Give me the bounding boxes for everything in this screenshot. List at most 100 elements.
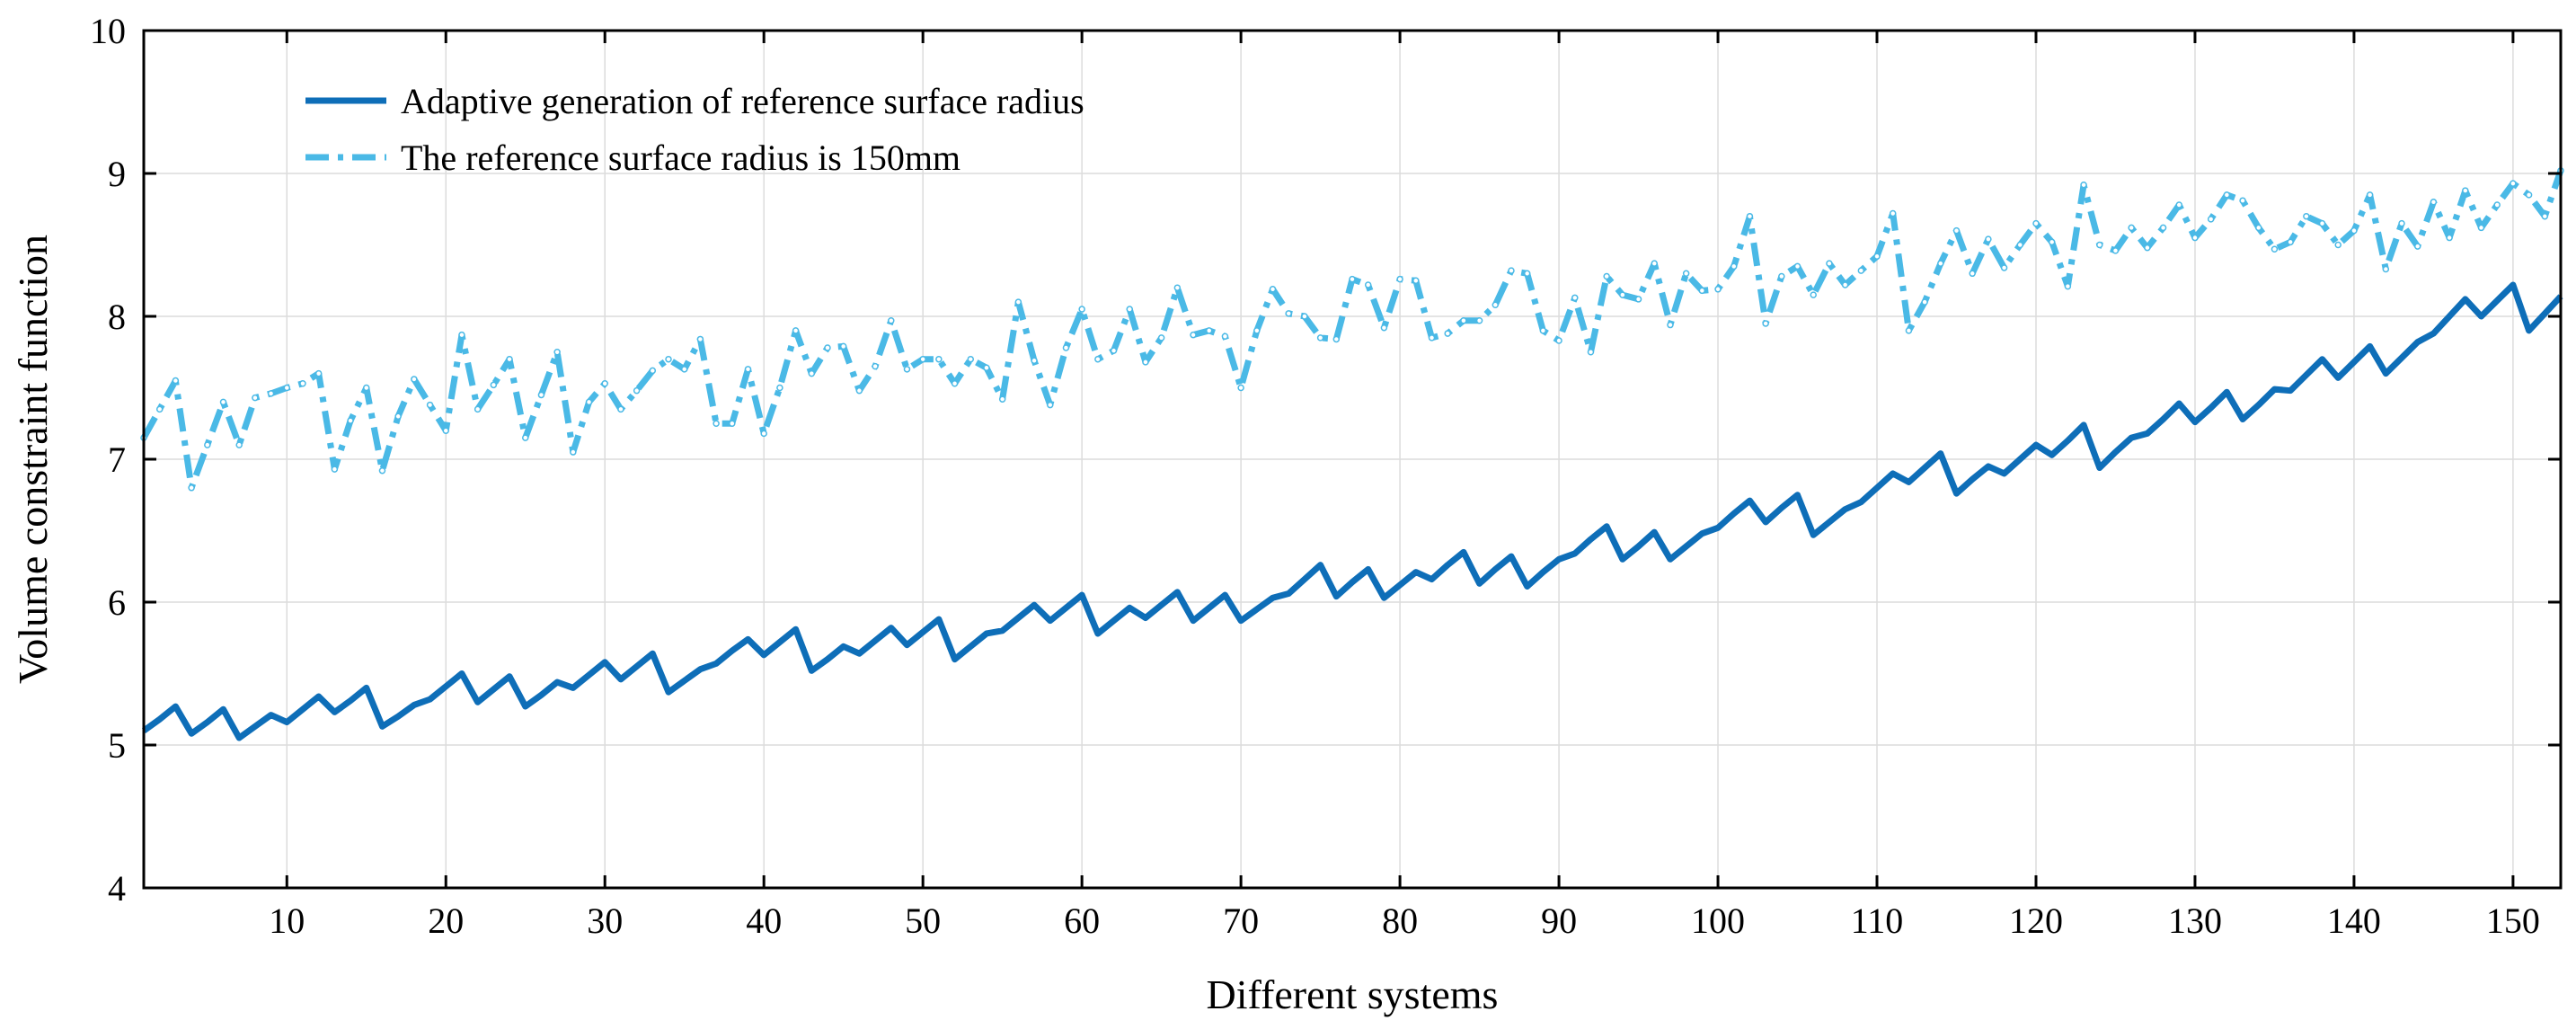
series-2-point (2191, 234, 2199, 242)
ticks (144, 29, 2561, 890)
series-2-point (1921, 298, 1928, 306)
series-2-point (553, 349, 561, 356)
series-2-point (1682, 270, 1690, 278)
series-2-point (649, 367, 657, 375)
series-2-point (2318, 219, 2326, 227)
series-2-point (1523, 270, 1531, 278)
series-2-point (204, 441, 211, 448)
series-2-point (2239, 197, 2246, 204)
series-2-point (935, 355, 943, 363)
series-2-point (172, 377, 180, 385)
tick-labels: 10 20 30 40 50 60 70 80 90 100 110 120 130 140 150 4 5 6 7… (90, 11, 2540, 941)
series-2-point (570, 448, 577, 456)
series-2-point (2446, 234, 2453, 242)
series-2-point (1014, 298, 1022, 306)
series-2-point (490, 381, 498, 389)
series-2-point (680, 366, 688, 373)
series-2-point (1253, 327, 1261, 334)
series-2-point (1603, 272, 1610, 280)
series-2-point (2525, 191, 2533, 199)
series-2-point (458, 331, 465, 339)
x-tick-label: 100 (1691, 900, 1745, 941)
series-2-point (155, 405, 164, 413)
legend-label-2: The reference surface radius is 150mm (401, 137, 960, 178)
series-2-point (1969, 270, 1976, 278)
series-2-point (2223, 191, 2231, 199)
series-2-point (411, 376, 418, 383)
series-2-point (1714, 286, 1722, 293)
x-tick-label: 80 (1382, 900, 1418, 941)
series-2-point (888, 317, 895, 324)
series-2-point (1460, 317, 1467, 324)
series-2-point (696, 335, 704, 343)
series-2-point (442, 427, 449, 434)
series-2-point (1667, 321, 1674, 329)
series-2-point (1985, 235, 1992, 243)
series-2-point (2048, 238, 2056, 246)
x-tick-label: 120 (2009, 900, 2063, 941)
series-2-point (506, 355, 513, 363)
series-2-point (713, 420, 720, 427)
x-tick-label: 40 (746, 900, 782, 941)
series-2-point (2111, 247, 2120, 254)
series-2-point (347, 417, 354, 424)
series-2-point (2350, 226, 2358, 235)
series-2-point (919, 355, 926, 363)
y-tick-label: 10 (90, 11, 126, 51)
series-2-point (426, 401, 434, 409)
series-2-point (1746, 212, 1754, 220)
series-2-point (1826, 260, 1833, 267)
series-2-point (1078, 306, 1085, 313)
series-2-point (665, 355, 672, 363)
series-2-point (521, 434, 529, 441)
series-2-point (808, 369, 816, 377)
y-axis-title: Volume constraint function (10, 235, 56, 684)
y-tick-label: 8 (108, 297, 126, 337)
series-2-point (1841, 281, 1849, 288)
series-2-point (1237, 384, 1244, 392)
series-2-point (1173, 284, 1182, 291)
series-2-point (537, 391, 545, 399)
series-2-point (1444, 330, 1451, 337)
series-2-point (1047, 401, 1054, 409)
series-2-point (363, 384, 370, 392)
x-tick-label: 140 (2327, 900, 2381, 941)
series-2-point (1349, 275, 1356, 283)
series-2-point (1857, 267, 1865, 274)
series-2-point (1269, 286, 1277, 293)
series-2-point (2032, 219, 2040, 227)
series-2-point (2287, 238, 2294, 246)
series-2-point (1110, 347, 1118, 354)
x-tick-label: 60 (1064, 900, 1100, 941)
series-2-point (1126, 306, 1133, 313)
series-2-point (1190, 331, 1197, 339)
series-2-point (2144, 244, 2151, 252)
grid (144, 31, 2561, 888)
series-2-point (839, 342, 847, 350)
x-tick-label: 130 (2168, 900, 2222, 941)
series-2-point (2000, 264, 2008, 271)
series-2-point (1316, 334, 1324, 342)
y-tick-label: 4 (108, 868, 126, 909)
series-2-point (1873, 253, 1881, 260)
series-2-point (283, 384, 291, 392)
series-2-point (601, 379, 608, 387)
series-2-point (2493, 201, 2501, 208)
series-2-point (1492, 301, 1500, 309)
x-tick-label: 150 (2486, 900, 2540, 941)
series-2-point (872, 362, 879, 370)
series-2-point (1412, 277, 1420, 284)
series-2-point (1142, 359, 1149, 366)
series-2-point (1364, 281, 1372, 288)
series-2-point (2175, 201, 2183, 208)
y-tick-label: 9 (108, 154, 126, 194)
series-2-point (1651, 260, 1658, 267)
series-2-point (998, 395, 1006, 403)
series-2-point (1157, 334, 1165, 342)
series-2-point (1698, 287, 1706, 295)
series-2-point (1221, 333, 1229, 341)
y-tick-label: 6 (108, 582, 126, 623)
series-2-point (474, 405, 482, 413)
series-2-point (1762, 320, 1769, 327)
